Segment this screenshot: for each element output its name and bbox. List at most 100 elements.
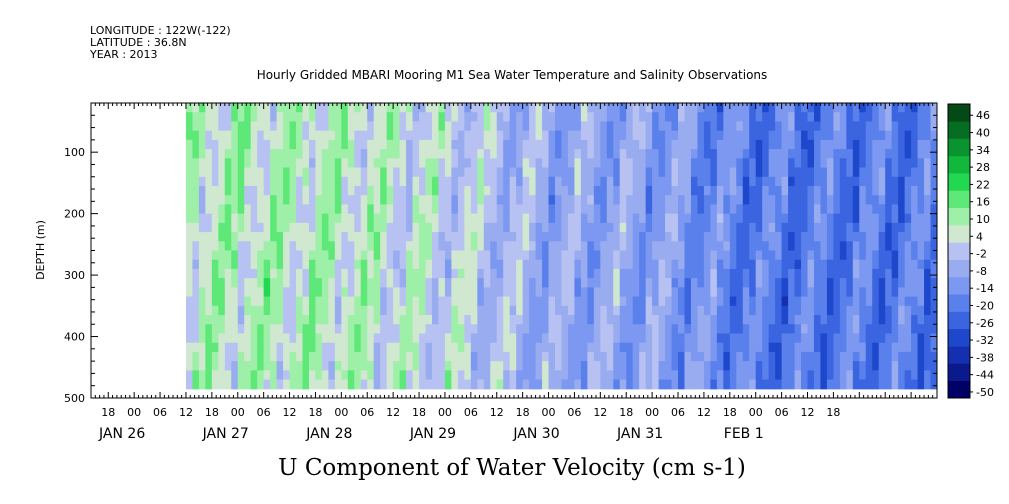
heatmap-cell bbox=[794, 222, 802, 233]
heatmap-cell bbox=[308, 213, 317, 224]
heatmap-cell bbox=[224, 324, 232, 335]
heatmap-cell bbox=[341, 250, 349, 261]
heatmap-cell bbox=[438, 112, 446, 123]
heatmap-cell bbox=[762, 176, 770, 187]
heatmap-cell bbox=[820, 213, 828, 224]
heatmap-cell bbox=[516, 185, 524, 196]
heatmap-cell bbox=[639, 130, 647, 141]
heatmap-cell bbox=[483, 167, 491, 178]
heatmap-cell bbox=[406, 222, 414, 233]
heatmap-cell bbox=[386, 259, 394, 270]
heatmap-cell bbox=[587, 370, 595, 381]
heatmap-cell bbox=[380, 213, 388, 224]
heatmap-cell bbox=[237, 342, 245, 353]
colorbar-tick-label: -44 bbox=[976, 369, 994, 382]
heatmap-cell bbox=[425, 241, 433, 252]
heatmap-cell bbox=[626, 333, 634, 344]
heatmap-cell bbox=[839, 222, 847, 233]
heatmap-cell bbox=[431, 222, 440, 233]
heatmap-cell bbox=[665, 222, 673, 233]
heatmap-cell bbox=[613, 241, 621, 252]
heatmap-cell bbox=[555, 278, 563, 288]
heatmap-cell bbox=[354, 195, 362, 206]
heatmap-cell bbox=[283, 139, 291, 150]
heatmap-cell bbox=[451, 158, 459, 169]
heatmap-cell bbox=[697, 222, 705, 233]
heatmap-cell bbox=[496, 176, 504, 187]
x-tick-label: 12 bbox=[490, 406, 504, 419]
heatmap-cell bbox=[231, 222, 239, 233]
heatmap-cell bbox=[639, 370, 647, 381]
heatmap-cell bbox=[211, 333, 219, 344]
heatmap-cell bbox=[561, 333, 569, 344]
heatmap-cell bbox=[302, 333, 310, 344]
heatmap-cell bbox=[477, 342, 485, 353]
heatmap-cell bbox=[775, 296, 783, 307]
heatmap-cell bbox=[885, 324, 893, 335]
heatmap-cell bbox=[321, 351, 329, 362]
heatmap-cell bbox=[736, 112, 744, 123]
heatmap-cell bbox=[315, 139, 323, 150]
heatmap-cell bbox=[380, 278, 388, 288]
heatmap-cell bbox=[542, 149, 550, 159]
heatmap-cell bbox=[775, 370, 783, 381]
heatmap-cell bbox=[606, 112, 614, 123]
heatmap-cell bbox=[270, 204, 278, 215]
heatmap-cell bbox=[308, 287, 317, 298]
heatmap-cell bbox=[600, 213, 608, 224]
heatmap-cell bbox=[885, 103, 893, 113]
heatmap-cell bbox=[703, 287, 711, 298]
x-day-label: FEB 1 bbox=[724, 426, 764, 442]
heatmap-cell bbox=[833, 130, 841, 141]
heatmap-cell bbox=[334, 268, 342, 279]
heatmap-cell bbox=[425, 130, 433, 141]
heatmap-cell bbox=[555, 324, 563, 335]
heatmap-cell bbox=[419, 185, 427, 196]
heatmap-cell bbox=[263, 268, 271, 279]
heatmap-cell bbox=[580, 167, 588, 178]
heatmap-cell bbox=[904, 305, 912, 316]
heatmap-cell bbox=[477, 121, 485, 132]
heatmap-cell bbox=[703, 241, 711, 252]
heatmap-cell bbox=[645, 333, 653, 344]
heatmap-cell bbox=[736, 296, 744, 307]
heatmap-cell bbox=[257, 103, 265, 113]
heatmap-cell bbox=[244, 112, 252, 123]
heatmap-cell bbox=[354, 370, 362, 381]
heatmap-cell bbox=[716, 379, 724, 390]
heatmap-cell bbox=[665, 112, 673, 123]
heatmap-cell bbox=[302, 149, 310, 159]
heatmap-cell bbox=[658, 259, 666, 270]
heatmap-cell bbox=[580, 222, 588, 233]
heatmap-cell bbox=[341, 176, 349, 187]
heatmap-cell bbox=[431, 204, 440, 215]
heatmap-cell bbox=[852, 287, 860, 298]
heatmap-cell bbox=[509, 121, 517, 132]
heatmap-cell bbox=[276, 379, 284, 390]
heatmap-cell bbox=[898, 232, 906, 242]
heatmap-cell bbox=[315, 351, 323, 362]
heatmap-cell bbox=[386, 232, 394, 242]
heatmap-cell bbox=[289, 121, 297, 132]
x-tick-label: 00 bbox=[334, 406, 348, 419]
heatmap-cell bbox=[205, 342, 213, 353]
heatmap-cell bbox=[509, 379, 517, 390]
heatmap-cell bbox=[710, 121, 718, 132]
heatmap-cell bbox=[412, 121, 420, 132]
heatmap-cell bbox=[891, 241, 899, 252]
heatmap-cell bbox=[380, 250, 388, 261]
heatmap-cell bbox=[898, 167, 906, 178]
heatmap-cell bbox=[639, 259, 647, 270]
heatmap-cell bbox=[373, 268, 381, 279]
heatmap-cell bbox=[690, 149, 699, 159]
heatmap-cell bbox=[509, 103, 517, 113]
heatmap-cell bbox=[723, 112, 731, 123]
heatmap-cell bbox=[911, 361, 919, 371]
heatmap-cell bbox=[328, 287, 336, 298]
heatmap-cell bbox=[613, 250, 621, 261]
heatmap-cell bbox=[671, 370, 679, 381]
heatmap-cell bbox=[801, 259, 809, 270]
colorbar-tick-label: -32 bbox=[976, 334, 994, 347]
heatmap-cell bbox=[289, 259, 297, 270]
